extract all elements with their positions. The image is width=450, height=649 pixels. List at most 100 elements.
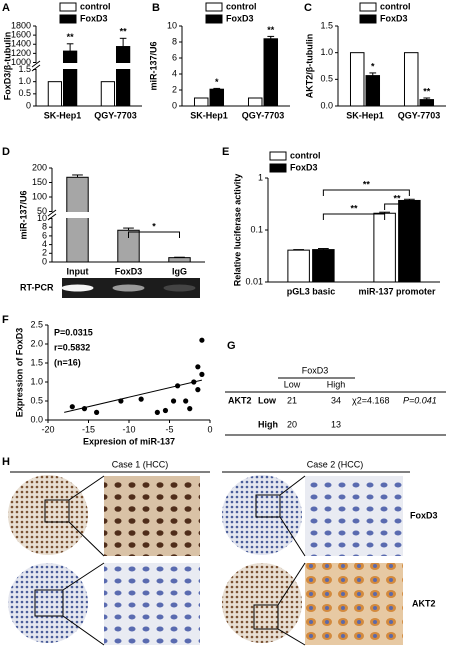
comparison-label: * xyxy=(152,221,156,231)
case-label: Case 2 (HCC) xyxy=(307,459,364,469)
bar xyxy=(66,176,89,263)
legend-swatch xyxy=(269,151,287,161)
gel-band xyxy=(163,284,196,292)
statistic: χ2=4.168 xyxy=(352,395,390,405)
x-tick-label: SK-Hep1 xyxy=(190,110,228,120)
cell: 21 xyxy=(287,395,297,405)
y-tick-label: 1.0 xyxy=(320,47,333,57)
y-tick-label: 1.0 xyxy=(30,376,43,386)
legend-label: FoxD3 xyxy=(80,13,108,23)
x-tick-label: -5 xyxy=(165,424,173,434)
marker-label: AKT2 xyxy=(412,598,436,608)
y-tick-label: 1.5 xyxy=(30,357,43,367)
point xyxy=(118,398,124,404)
bar xyxy=(62,50,78,107)
point xyxy=(183,398,189,404)
legend-label: control xyxy=(80,1,111,11)
point xyxy=(94,409,100,415)
x-tick-label: -20 xyxy=(41,424,54,434)
panel-label: C xyxy=(304,2,312,14)
y-tick-label: 1.5 xyxy=(18,64,31,74)
panel-label: D xyxy=(2,146,10,158)
bar xyxy=(247,97,263,107)
case-label: Case 1 (HCC) xyxy=(112,459,169,469)
point xyxy=(191,379,197,385)
legend-label: control xyxy=(380,1,411,11)
y-tick-label: 1400 xyxy=(11,39,31,49)
x-axis-title: Expresion of miR-137 xyxy=(83,436,175,446)
x-tick-label: pGL3 basic xyxy=(287,286,336,296)
y-tick-label: 1.5 xyxy=(320,20,333,30)
y-tick-label: 8 xyxy=(42,222,47,232)
panel-label: A xyxy=(2,2,10,14)
row-header: AKT2 xyxy=(228,395,252,405)
y-tick-label: 8 xyxy=(172,36,177,46)
bar xyxy=(47,81,63,107)
column-label: Low xyxy=(284,379,301,389)
annotation: (n=16) xyxy=(54,357,81,367)
y-tick-label: 0.0 xyxy=(320,100,333,110)
bar xyxy=(403,52,419,107)
y-axis-title: Expression of FoxD3 xyxy=(14,328,24,418)
point xyxy=(199,337,205,343)
significance: ** xyxy=(120,27,128,37)
y-tick-label: 4 xyxy=(42,239,47,249)
bracket xyxy=(128,231,180,238)
comparison-label: ** xyxy=(363,179,371,189)
point xyxy=(138,396,144,402)
x-tick-label: Input xyxy=(67,266,89,276)
bar xyxy=(209,88,225,107)
y-axis-title: Relative luciferase activity xyxy=(232,174,242,287)
legend-label: control xyxy=(226,1,257,11)
point xyxy=(195,364,201,370)
bar xyxy=(263,38,279,107)
point xyxy=(154,409,160,415)
point xyxy=(187,406,193,412)
cell: 13 xyxy=(331,419,341,429)
legend-swatch xyxy=(359,14,377,24)
y-tick-label: 1800 xyxy=(11,20,31,30)
y-axis-title: miR-137/U6 xyxy=(148,41,158,90)
legend-label: FoxD3 xyxy=(226,13,254,23)
panel-label: F xyxy=(2,314,9,326)
axis-break xyxy=(47,213,57,221)
legend-swatch xyxy=(59,2,77,12)
x-tick-label: miR-137 promoter xyxy=(358,286,436,296)
y-axis-title: FoxD3/β-tubulin xyxy=(2,32,12,100)
panel-label: E xyxy=(222,146,229,158)
axis-break xyxy=(31,64,41,72)
legend-label: FoxD3 xyxy=(380,13,408,23)
bar xyxy=(365,75,381,107)
gel-band xyxy=(112,284,145,292)
y-tick-label: 6 xyxy=(172,52,177,62)
significance: ** xyxy=(423,86,431,96)
x-tick-label: -15 xyxy=(82,424,95,434)
bar xyxy=(312,249,335,283)
zoom-image xyxy=(104,563,200,645)
bracket xyxy=(384,203,410,210)
y-tick-label: 150 xyxy=(32,177,47,187)
zoom-guides xyxy=(34,475,306,646)
bar xyxy=(373,212,396,283)
tissue-core xyxy=(222,563,302,643)
bracket xyxy=(322,189,410,196)
y-tick-label: 1000 xyxy=(11,57,31,67)
zoom-image xyxy=(305,563,403,645)
point xyxy=(195,387,201,393)
legend-swatch xyxy=(59,14,77,24)
x-tick-label: -10 xyxy=(122,424,135,434)
axis-break xyxy=(47,209,57,217)
p-value: P=0.041 xyxy=(403,395,437,405)
x-tick-label: SK-Hep1 xyxy=(346,110,384,120)
y-tick-label: 2.5 xyxy=(30,319,43,329)
bar xyxy=(419,99,435,107)
y-tick-label: 100 xyxy=(32,191,47,201)
y-tick-label: 2.0 xyxy=(30,338,43,348)
legend-swatch xyxy=(205,2,223,12)
y-tick-label: 0 xyxy=(26,100,31,110)
y-tick-label: 2 xyxy=(42,248,47,258)
bar xyxy=(193,97,209,107)
marker-label: FoxD3 xyxy=(410,510,438,520)
annotation: P=0.0315 xyxy=(54,327,93,337)
y-tick-label: 10 xyxy=(37,213,47,223)
